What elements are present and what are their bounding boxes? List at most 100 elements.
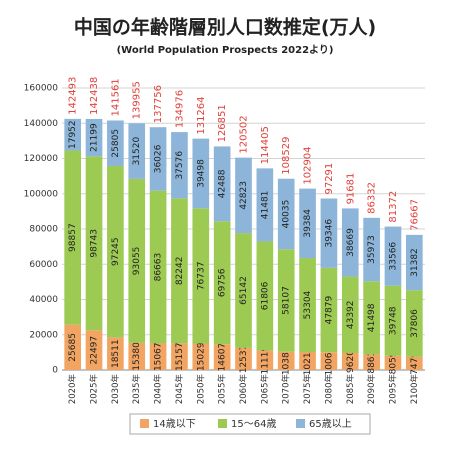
bar-segment	[277, 351, 295, 370]
value-label: 36026	[154, 144, 164, 173]
value-label: 15157	[175, 342, 185, 371]
x-tick-label: 2065年	[259, 374, 270, 405]
bar-segment	[64, 118, 82, 151]
value-label: 22497	[90, 336, 100, 365]
value-label: 82242	[175, 256, 185, 285]
total-label: 142493	[68, 77, 79, 115]
bar-segment	[405, 234, 423, 291]
bar-segment	[363, 217, 380, 282]
total-label: 81372	[388, 191, 399, 223]
value-label: 41481	[260, 191, 270, 220]
total-label: 131264	[196, 96, 207, 134]
value-label: 17952	[68, 120, 78, 149]
bar-segment	[235, 157, 252, 234]
bar-segment	[363, 281, 380, 355]
bar-segment	[384, 285, 402, 356]
value-label: 12537	[239, 345, 249, 374]
total-label: 86332	[367, 182, 378, 214]
value-label: 14607	[218, 343, 228, 372]
y-tick-label: 40000	[29, 295, 58, 305]
bar-segment	[277, 249, 295, 352]
bar-segment	[171, 343, 188, 370]
value-label: 39346	[324, 219, 334, 248]
total-label: 114405	[260, 126, 271, 164]
bar-segment	[85, 330, 103, 370]
bar-segment	[192, 208, 210, 344]
legend-label: 65歳以上	[309, 418, 352, 430]
x-tick-label: 2080年	[323, 374, 334, 405]
value-label: 40035	[282, 200, 292, 229]
total-label: 108529	[281, 137, 292, 175]
total-label: 102904	[303, 146, 314, 184]
y-tick-label: 60000	[29, 260, 58, 270]
bar-segment	[299, 188, 316, 259]
bar-segment	[149, 190, 167, 344]
value-label: 41498	[367, 303, 377, 332]
total-label: 91681	[345, 173, 356, 205]
y-tick-label: 20000	[29, 330, 58, 340]
value-label: 15067	[154, 342, 164, 371]
bar-segment	[384, 355, 402, 370]
value-label: 65142	[239, 276, 249, 305]
value-label: 39384	[303, 209, 313, 238]
bar-segment	[149, 343, 167, 370]
x-tick-label: 2070年	[281, 374, 292, 405]
value-label: 76737	[196, 262, 206, 291]
x-tick-label: 2100年	[409, 374, 420, 405]
value-label: 98857	[68, 223, 78, 252]
y-tick-label: 160000	[24, 84, 59, 94]
value-label: 8861	[367, 351, 377, 374]
x-tick-label: 2040年	[153, 374, 164, 405]
bar-segment	[107, 165, 124, 338]
value-label: 38669	[346, 228, 356, 257]
bar-segment	[64, 324, 82, 370]
value-label: 39498	[196, 159, 206, 188]
chart-title: 中国の年齢階層別人口数推定(万人)	[74, 16, 376, 39]
total-label: 137756	[153, 85, 164, 123]
bar-segment	[85, 118, 103, 157]
legend-box	[129, 413, 371, 435]
bar-segment	[128, 178, 146, 343]
value-label: 43392	[346, 300, 356, 329]
y-tick-label: 80000	[29, 225, 58, 235]
y-tick-label: 100000	[24, 189, 59, 199]
x-tick-label: 2025年	[89, 374, 100, 405]
value-label: 7479	[410, 352, 420, 375]
value-label: 39748	[388, 306, 398, 335]
value-label: 69756	[218, 268, 228, 297]
total-label: 76667	[409, 199, 420, 231]
value-label: 15380	[132, 342, 142, 371]
bar-segment	[64, 150, 82, 325]
bar-segment	[405, 290, 423, 357]
y-tick-label: 0	[52, 366, 58, 376]
bar-segment	[192, 343, 210, 370]
x-tick-label: 2085年	[345, 374, 356, 405]
bar-segment	[363, 354, 380, 370]
x-tick-label: 2075年	[302, 374, 313, 405]
bar-segment	[384, 226, 402, 286]
bar-segment	[341, 353, 359, 370]
value-label: 58107	[282, 286, 292, 315]
bar-segment	[149, 127, 167, 191]
value-label: 93055	[132, 247, 142, 276]
value-label: 33566	[388, 242, 398, 271]
bar-segment	[107, 120, 124, 166]
bar-segment	[235, 233, 252, 348]
y-tick-label: 140000	[24, 119, 59, 129]
value-label: 10216	[303, 346, 313, 375]
x-tick-label: 2020年	[67, 374, 78, 405]
bar-segment	[256, 168, 274, 242]
value-label: 10387	[282, 347, 292, 376]
legend-label: 14歳以下	[153, 418, 196, 430]
x-tick-label: 2045年	[174, 374, 185, 405]
x-tick-label: 2030年	[110, 374, 121, 405]
bar-segment	[256, 241, 274, 351]
value-label: 21199	[90, 123, 100, 152]
value-label: 9620	[346, 350, 356, 373]
value-label: 98743	[90, 229, 100, 258]
bar-segment	[299, 258, 316, 352]
x-tick-label: 2035年	[131, 374, 142, 405]
total-label: 139955	[132, 81, 143, 119]
bar-segment	[299, 351, 316, 370]
bar-segment	[277, 178, 295, 250]
